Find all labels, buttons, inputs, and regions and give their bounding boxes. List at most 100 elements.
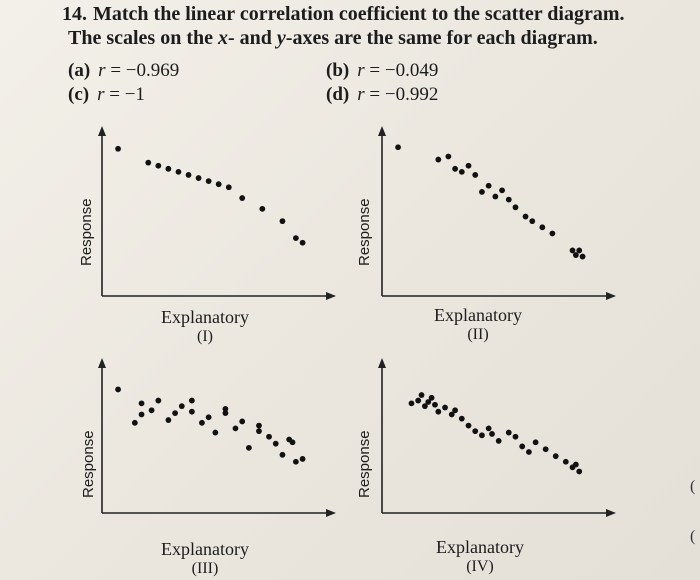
data-point [266,433,272,440]
x-variable: x [218,27,228,49]
x-axis-label: Explanatory [161,307,249,327]
x-axis-arrow [326,292,336,300]
data-point [155,162,162,169]
data-point [425,399,432,405]
data-point [485,182,492,189]
x-axis-label: Explanatory [436,537,524,557]
scatter-plot-2 [378,126,616,300]
data-point [542,446,549,453]
data-point [188,397,195,404]
scatter-plot-4 [378,358,616,517]
data-point [579,253,586,260]
data-point [452,407,458,414]
data-point [522,213,529,220]
x-axis-label-group: Explanatory (IV) [400,538,560,576]
choice-label: (c) [68,84,90,105]
x-axis-arrow [606,292,616,300]
question-line-1: 14. Match the linear correlation coeffici… [62,2,682,26]
y-axis-label: Response [78,198,95,266]
x-axis-label: Explanatory [161,539,249,559]
data-point [572,252,579,258]
choice-b: (b) r = −0.049 [326,60,438,82]
choice-value: = −1 [109,84,145,105]
data-point [572,461,579,468]
data-point [165,417,172,423]
data-point [485,425,492,432]
data-point [532,439,539,446]
data-point [239,418,246,425]
y-variable: y [276,27,286,49]
data-point [505,196,512,203]
data-point [505,429,512,436]
data-point [428,394,435,401]
r-symbol: r [357,84,365,105]
data-point [442,404,448,411]
data-point [165,165,172,172]
data-point [115,145,121,152]
choice-label: (b) [326,60,350,81]
y-axis-label: Response [356,430,373,498]
data-point [499,187,505,194]
scatter-panel-4: Response Explanatory (IV) [350,350,630,580]
data-point [408,400,415,407]
data-point [495,437,502,444]
data-point [395,144,401,151]
data-point [178,403,185,410]
data-point [576,247,583,254]
question-text-part: The scales on the [68,27,218,49]
data-point [458,168,465,175]
data-point [232,425,239,432]
data-point [549,230,556,237]
data-point [256,428,262,435]
data-point [225,184,232,191]
data-point [435,408,442,415]
data-point [145,159,152,166]
scatter-plot-3 [98,358,336,517]
data-point [239,195,246,201]
data-point [465,422,472,429]
choice-label: (a) [68,60,91,81]
question-text-line-1: Match the linear correlation coefficient… [93,3,625,25]
data-point [452,165,458,172]
data-point [205,414,212,421]
choice-d: (d) r = −0.992 [326,84,438,106]
data-point [519,443,526,450]
data-point [512,204,519,211]
data-point [292,235,299,241]
data-point [292,458,299,465]
data-point [256,422,262,429]
data-point [489,431,495,437]
data-point [289,439,296,446]
data-point [526,449,532,455]
data-point [299,239,306,246]
data-point [422,403,428,410]
data-point [246,444,252,451]
data-point [212,429,219,436]
panel-numeral: (II) [467,326,489,343]
choice-value: = −0.969 [110,60,180,81]
question-line-2: The scales on the x- and y-axes are the … [68,26,682,50]
scatter-panel-2: Response Explanatory (II) [350,118,630,348]
data-point [205,178,212,185]
x-axis-label-group: Explanatory (I) [125,308,285,346]
margin-mark: ( [690,528,696,545]
data-point [529,218,536,225]
question-text-part: - and [228,27,277,49]
data-point [569,247,576,254]
data-point [172,410,178,416]
choice-label: (d) [326,84,350,105]
y-axis-label: Response [80,430,97,498]
data-point [138,411,145,418]
data-point [432,401,438,408]
choice-value: = −0.992 [369,84,439,105]
data-point [539,224,546,231]
data-point [215,181,222,188]
data-point [576,468,583,475]
data-point [195,175,202,181]
data-point [415,397,422,404]
data-point [185,172,192,178]
choice-c: (c) r = −1 [68,84,145,106]
data-point [418,392,425,398]
data-point [115,386,121,393]
data-point [299,456,306,462]
